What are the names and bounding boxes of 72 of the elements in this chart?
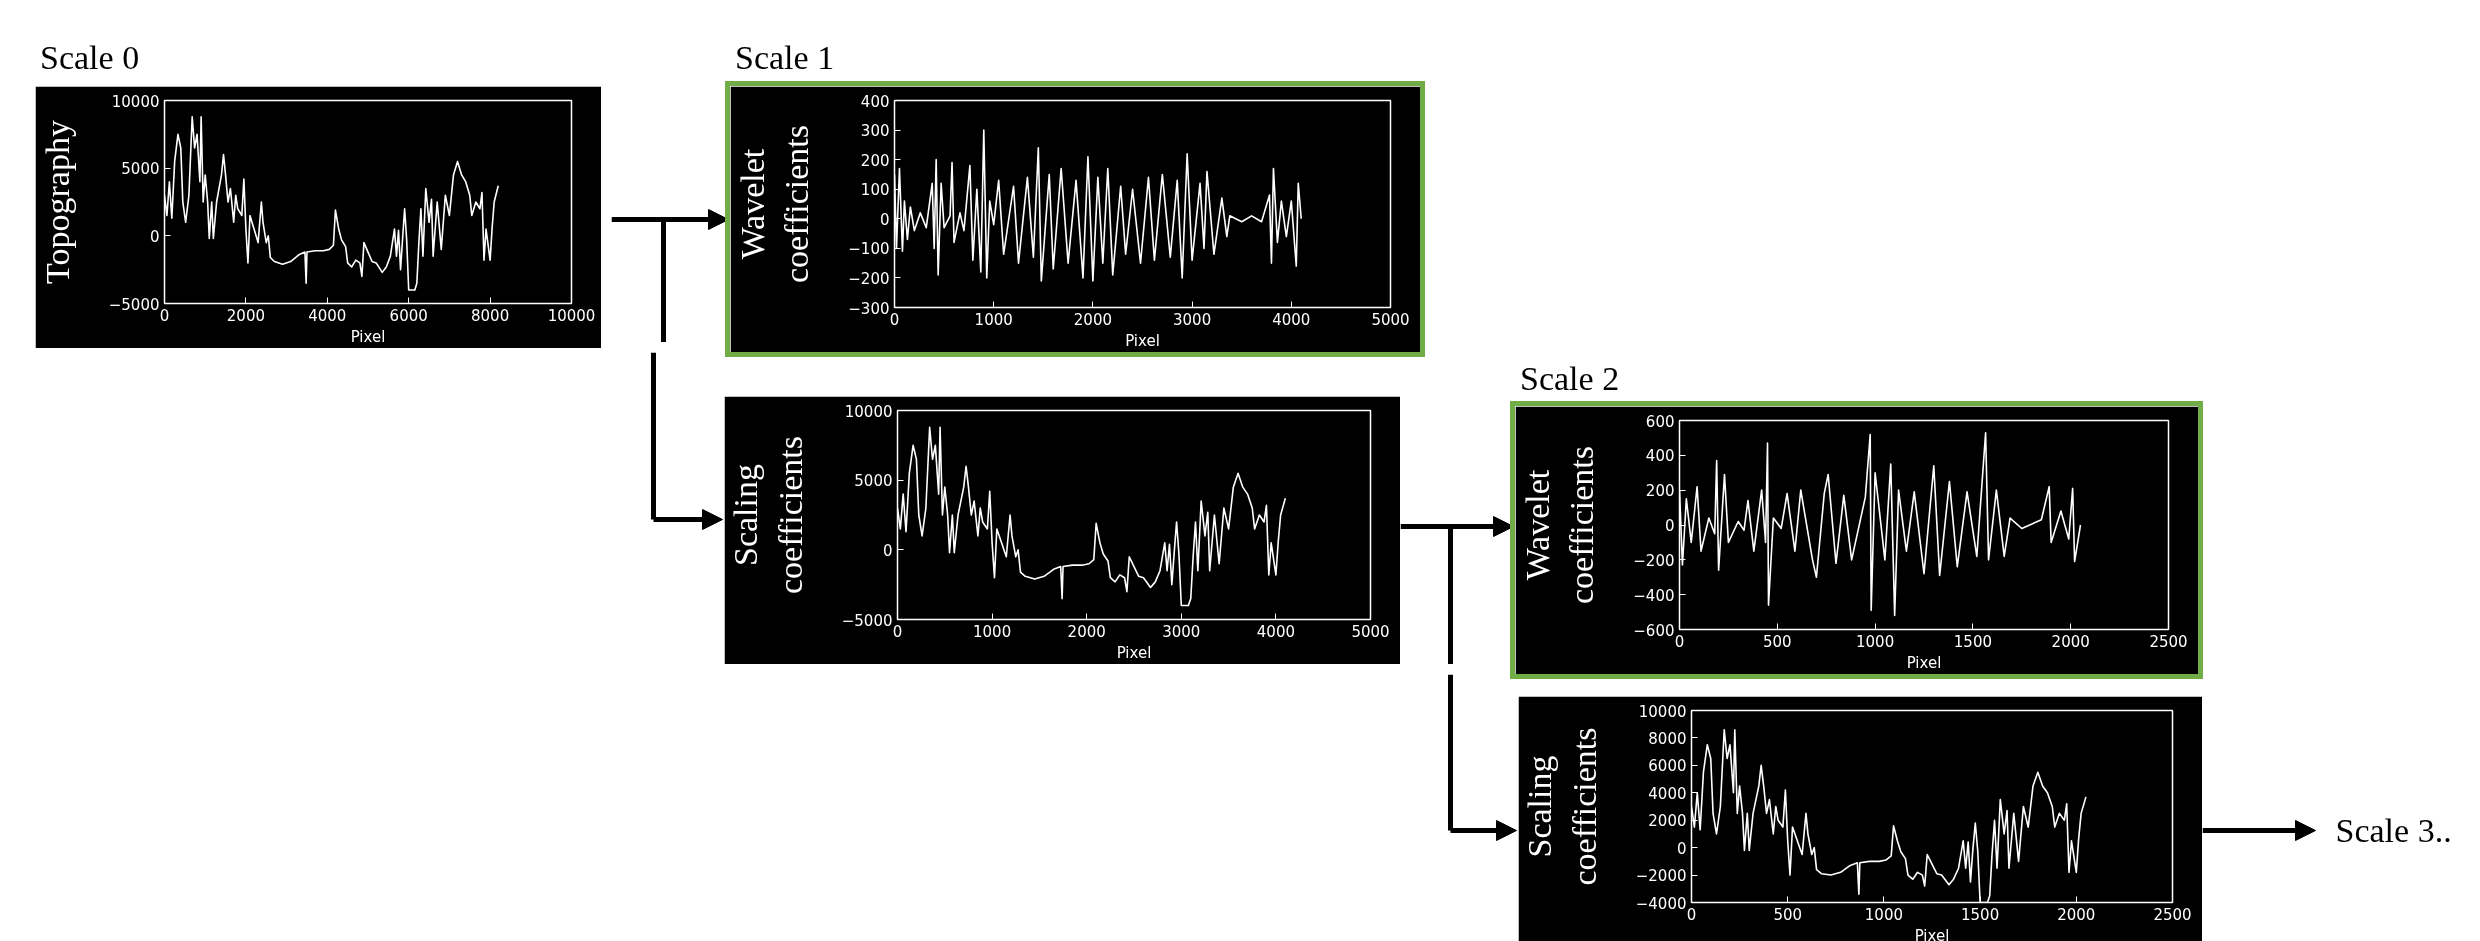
x-tick-label: 4000 (1256, 622, 1295, 641)
y-tick-label: 300 (860, 122, 890, 141)
x-tick-label: 1000 (1856, 632, 1895, 651)
x-tick-label: 10000 (547, 306, 596, 325)
y-tick-label: 2000 (1648, 812, 1687, 831)
y-tick-label: −200 (848, 269, 890, 288)
x-tick-label: 1500 (1961, 905, 2000, 924)
x-axis-title: Pixel (1125, 331, 1160, 350)
y-axis-title: Scaling coefficients (727, 436, 809, 594)
x-tick-label: 3000 (1173, 310, 1212, 329)
x-tick-label: 4000 (308, 306, 347, 325)
y-tick-label: −100 (848, 240, 890, 259)
x-tick-label: 2000 (226, 306, 265, 325)
x-tick-label: 500 (1762, 632, 1792, 651)
y-tick-label: 0 (879, 210, 890, 229)
x-axis-title: Pixel (1914, 926, 1950, 941)
y-tick-label: −5000 (841, 611, 893, 630)
y-axis-title: Wavelet coefficients (1518, 446, 1601, 604)
x-axis-title: Pixel (1906, 653, 1942, 672)
x-tick-label: 2000 (2051, 632, 2090, 651)
y-tick-label: −400 (1633, 586, 1675, 605)
y-tick-label: 5000 (121, 160, 160, 179)
x-tick-label: 5000 (1351, 622, 1390, 641)
y-tick-label: 10000 (111, 92, 160, 111)
x-tick-label: 6000 (389, 306, 428, 325)
y-tick-label: 600 (1645, 412, 1675, 431)
x-tick-label: 3000 (1162, 622, 1201, 641)
y-tick-label: 0 (1676, 839, 1687, 858)
x-tick-label: 4000 (1272, 310, 1311, 329)
y-tick-label: 10000 (844, 402, 893, 421)
x-tick-label: 2500 (2149, 632, 2188, 651)
y-tick-label: 8000 (1648, 729, 1687, 748)
chart-title: Scale 1 (735, 38, 835, 78)
y-tick-label: −2000 (1635, 867, 1687, 886)
text: Scale 3.. (2335, 812, 2452, 849)
x-tick-label: 5000 (1371, 310, 1410, 329)
x-tick-label: 500 (1773, 905, 1803, 924)
y-tick-label: 200 (860, 151, 890, 170)
y-tick-label: 400 (1645, 447, 1675, 466)
x-tick-label: 1000 (974, 310, 1013, 329)
y-tick-label: −200 (1633, 551, 1675, 570)
y-tick-label: 0 (882, 541, 893, 560)
x-axis-title: Pixel (350, 327, 386, 346)
y-tick-label: 5000 (854, 472, 893, 491)
y-tick-label: −5000 (108, 295, 160, 314)
chart-title: Scale 0 (40, 38, 140, 78)
y-tick-label: −300 (848, 299, 890, 318)
chart-title: Scale 2 (1520, 359, 1620, 399)
y-tick-label: 0 (149, 227, 160, 246)
x-tick-label: 8000 (471, 306, 510, 325)
line-series (897, 426, 1287, 607)
y-axis-title: Scaling coefficients (1521, 727, 1603, 886)
y-tick-label: 400 (860, 92, 890, 111)
line-series (164, 115, 500, 291)
x-axis-title: Pixel (1116, 643, 1152, 662)
x-tick-label: 2000 (1067, 622, 1106, 641)
x-tick-label: 1000 (973, 622, 1012, 641)
x-tick-label: 2000 (2057, 905, 2096, 924)
y-tick-label: 6000 (1648, 757, 1687, 776)
y-tick-label: 100 (860, 181, 890, 200)
x-tick-label: 2500 (2153, 905, 2192, 924)
y-tick-label: 200 (1645, 482, 1675, 501)
y-axis-title: Topography (38, 120, 76, 284)
y-tick-label: −600 (1633, 621, 1675, 640)
y-axis-title: Wavelet coefficients (733, 125, 816, 283)
x-tick-label: 1500 (1953, 632, 1992, 651)
x-tick-label: 1000 (1864, 905, 1903, 924)
y-tick-label: −4000 (1635, 894, 1687, 913)
y-tick-label: 10000 (1638, 702, 1687, 721)
y-tick-label: 4000 (1648, 784, 1687, 803)
x-tick-label: 2000 (1073, 310, 1112, 329)
y-tick-label: 0 (1664, 517, 1675, 535)
